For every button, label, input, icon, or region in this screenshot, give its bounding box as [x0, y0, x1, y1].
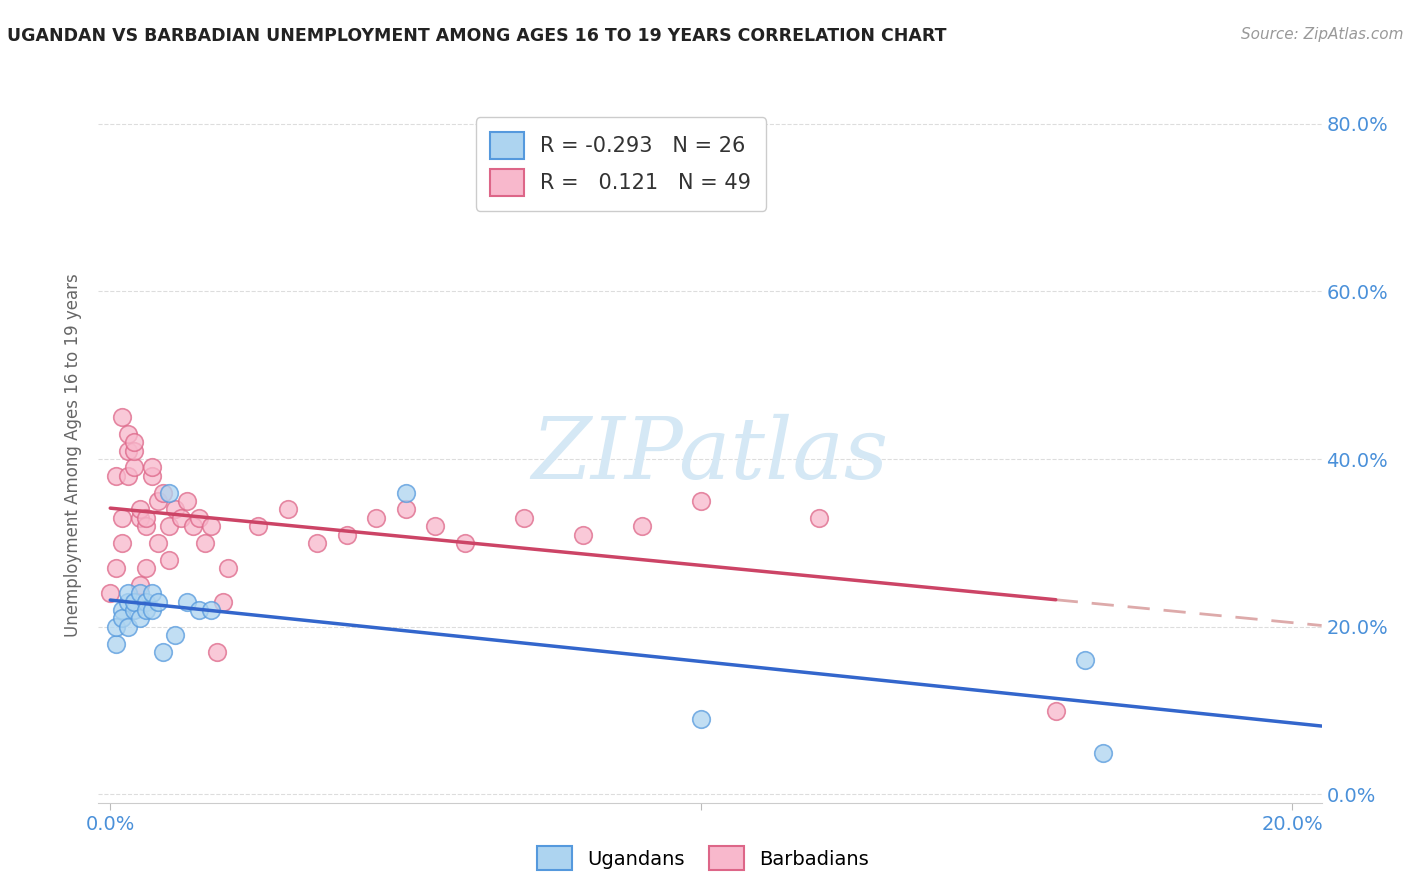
Point — [395, 485, 418, 500]
Point — [366, 510, 388, 524]
Point — [105, 620, 128, 634]
Point — [200, 603, 222, 617]
Point — [111, 536, 134, 550]
Y-axis label: Unemployment Among Ages 16 to 19 years: Unemployment Among Ages 16 to 19 years — [65, 273, 83, 637]
Point — [157, 552, 180, 566]
Point — [146, 536, 169, 550]
Point — [157, 519, 180, 533]
Point — [128, 586, 150, 600]
Point — [141, 603, 163, 617]
Point — [111, 611, 134, 625]
Text: ZIPatlas: ZIPatlas — [531, 414, 889, 496]
Point — [122, 603, 145, 617]
Point — [307, 536, 329, 550]
Legend: R = -0.293   N = 26, R =   0.121   N = 49: R = -0.293 N = 26, R = 0.121 N = 49 — [475, 118, 766, 211]
Point — [165, 502, 187, 516]
Point — [690, 494, 713, 508]
Point — [141, 460, 163, 475]
Point — [117, 468, 139, 483]
Point — [194, 536, 217, 550]
Point — [246, 519, 269, 533]
Point — [141, 468, 163, 483]
Point — [122, 435, 145, 450]
Point — [165, 628, 187, 642]
Point — [135, 510, 157, 524]
Point — [454, 536, 477, 550]
Point — [105, 561, 128, 575]
Point — [128, 578, 150, 592]
Point — [176, 594, 198, 608]
Point — [128, 510, 150, 524]
Point — [200, 519, 222, 533]
Point — [146, 594, 169, 608]
Point — [111, 410, 134, 425]
Point — [276, 502, 298, 516]
Point — [211, 594, 233, 608]
Point — [205, 645, 228, 659]
Point — [187, 510, 209, 524]
Point — [152, 645, 174, 659]
Point — [128, 502, 150, 516]
Point — [157, 485, 180, 500]
Point — [146, 494, 169, 508]
Point — [135, 519, 157, 533]
Legend: Ugandans, Barbadians: Ugandans, Barbadians — [530, 838, 876, 878]
Point — [690, 712, 713, 726]
Point — [117, 594, 139, 608]
Point — [1045, 704, 1067, 718]
Point — [572, 527, 595, 541]
Point — [128, 611, 150, 625]
Point — [135, 603, 157, 617]
Point — [117, 427, 139, 442]
Point — [111, 603, 134, 617]
Point — [425, 519, 447, 533]
Point — [117, 443, 139, 458]
Text: UGANDAN VS BARBADIAN UNEMPLOYMENT AMONG AGES 16 TO 19 YEARS CORRELATION CHART: UGANDAN VS BARBADIAN UNEMPLOYMENT AMONG … — [7, 27, 946, 45]
Point — [181, 519, 204, 533]
Point — [176, 494, 198, 508]
Point — [122, 460, 145, 475]
Point — [122, 594, 145, 608]
Point — [513, 510, 536, 524]
Point — [141, 586, 163, 600]
Text: Source: ZipAtlas.com: Source: ZipAtlas.com — [1240, 27, 1403, 42]
Point — [187, 603, 209, 617]
Point — [152, 485, 174, 500]
Point — [1074, 653, 1097, 667]
Point — [105, 636, 128, 650]
Point — [105, 468, 128, 483]
Point — [631, 519, 654, 533]
Point — [135, 561, 157, 575]
Point — [117, 586, 139, 600]
Point — [135, 594, 157, 608]
Point — [336, 527, 359, 541]
Point — [395, 502, 418, 516]
Point — [808, 510, 831, 524]
Point — [111, 510, 134, 524]
Point — [117, 620, 139, 634]
Point — [170, 510, 193, 524]
Point — [217, 561, 239, 575]
Point — [122, 443, 145, 458]
Point — [1091, 746, 1114, 760]
Point — [98, 586, 121, 600]
